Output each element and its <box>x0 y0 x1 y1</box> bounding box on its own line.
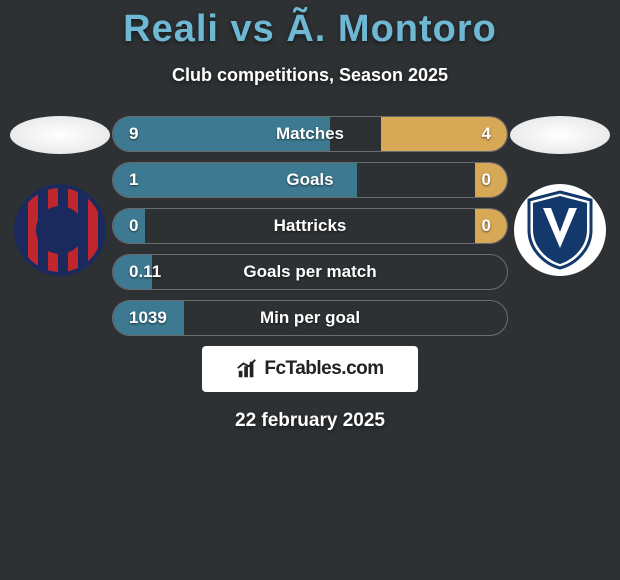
page-title: Reali vs Ã. Montoro <box>0 0 620 51</box>
stat-value-left: 0 <box>113 216 193 236</box>
stat-label: Min per goal <box>193 308 427 328</box>
shield-icon <box>525 190 595 270</box>
stats-list: 9Matches41Goals00Hattricks00.11Goals per… <box>112 116 508 336</box>
team-crest-right <box>514 184 606 276</box>
brand-box[interactable]: FcTables.com <box>202 346 418 392</box>
stat-value-right: 0 <box>427 216 507 236</box>
stat-row: 0.11Goals per match <box>112 254 508 290</box>
stat-value-right: 4 <box>427 124 507 144</box>
title-player-left: Reali <box>123 8 219 50</box>
stat-row: 9Matches4 <box>112 116 508 152</box>
title-vs: vs <box>231 8 275 50</box>
player-avatar-left <box>10 116 110 154</box>
player-avatar-right <box>510 116 610 154</box>
team-crest-left <box>14 184 106 276</box>
stat-label: Goals per match <box>193 262 427 282</box>
stat-value-left: 9 <box>113 124 193 144</box>
stat-value-left: 0.11 <box>113 262 193 282</box>
brand-text: FcTables.com <box>264 358 383 380</box>
main-area: 9Matches41Goals00Hattricks00.11Goals per… <box>0 116 620 432</box>
subtitle: Club competitions, Season 2025 <box>0 65 620 86</box>
stat-label: Goals <box>193 170 427 190</box>
title-player-right: Ã. Montoro <box>286 8 497 50</box>
player-column-right <box>500 116 620 276</box>
date-label: 22 february 2025 <box>0 410 620 432</box>
stat-row: 1039Min per goal <box>112 300 508 336</box>
bar-chart-icon <box>236 358 258 380</box>
stat-label: Hattricks <box>193 216 427 236</box>
stat-row: 0Hattricks0 <box>112 208 508 244</box>
stat-label: Matches <box>193 124 427 144</box>
player-column-left <box>0 116 120 276</box>
stat-row: 1Goals0 <box>112 162 508 198</box>
stat-value-left: 1 <box>113 170 193 190</box>
stat-value-right: 0 <box>427 170 507 190</box>
stat-value-left: 1039 <box>113 308 193 328</box>
